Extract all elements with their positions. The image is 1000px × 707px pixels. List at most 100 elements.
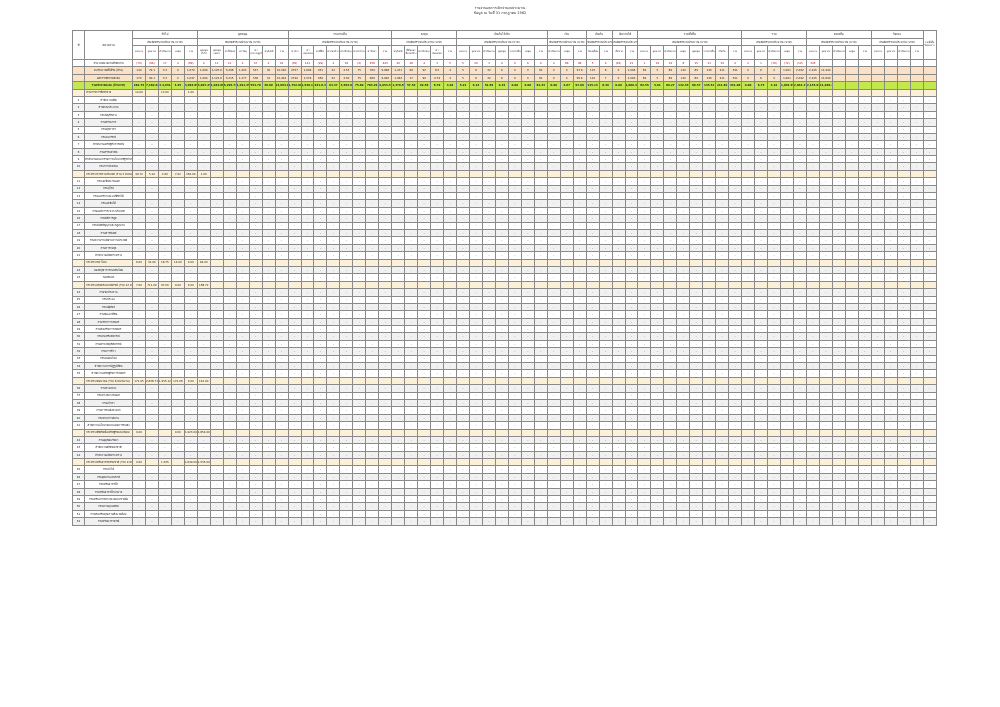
- row-value[interactable]: -: [300, 132, 315, 142]
- summary-value[interactable]: 0: [170, 66, 185, 75]
- row-value[interactable]: -: [754, 339, 769, 349]
- header-leaf-10-0[interactable]: งบกลาง: [805, 45, 820, 60]
- row-value[interactable]: -: [391, 295, 406, 304]
- row-value[interactable]: -: [235, 480, 250, 489]
- row-value[interactable]: -: [767, 295, 781, 304]
- row-value[interactable]: -: [572, 317, 587, 327]
- row-value[interactable]: -: [235, 236, 250, 245]
- row-value[interactable]: -: [339, 206, 354, 216]
- row-value[interactable]: -: [533, 95, 548, 105]
- row-value[interactable]: -: [261, 155, 276, 164]
- row-value[interactable]: -: [715, 125, 730, 134]
- row-value[interactable]: -: [844, 273, 859, 282]
- row-value[interactable]: -: [507, 110, 522, 120]
- table-row[interactable]: 35 สำนักงานเศรษฐกิจการเกษตร - - - - - - - - - - - - - -…: [72, 369, 937, 378]
- row-value[interactable]: -: [857, 199, 872, 208]
- row-value[interactable]: -: [637, 443, 652, 452]
- row-value[interactable]: -: [261, 413, 276, 423]
- row-value[interactable]: -: [650, 214, 665, 223]
- row-value[interactable]: -: [831, 199, 846, 208]
- row-value[interactable]: -: [676, 251, 691, 260]
- summary-value[interactable]: 5: [650, 73, 665, 83]
- row-value[interactable]: -: [222, 472, 237, 482]
- section-value[interactable]: [572, 376, 587, 386]
- row-value[interactable]: -: [520, 495, 535, 504]
- row-value[interactable]: -: [559, 147, 574, 157]
- row-value[interactable]: -: [520, 155, 535, 164]
- row-value[interactable]: -: [248, 228, 263, 238]
- row-value[interactable]: -: [144, 325, 159, 334]
- row-label[interactable]: กรมการกงสุล: [84, 243, 133, 253]
- row-value[interactable]: -: [792, 228, 807, 238]
- row-value[interactable]: -: [326, 391, 341, 400]
- row-value[interactable]: -: [443, 228, 458, 238]
- row-value[interactable]: -: [300, 206, 315, 216]
- row-value[interactable]: -: [754, 398, 769, 408]
- section-value[interactable]: [728, 258, 743, 267]
- row-value[interactable]: -: [883, 361, 898, 371]
- summary-index[interactable]: [72, 81, 85, 90]
- header-leaf-4-5[interactable]: ลงทุน: [520, 45, 535, 60]
- row-value[interactable]: -: [365, 310, 380, 319]
- section-value[interactable]: [546, 376, 561, 386]
- section-value[interactable]: [520, 428, 535, 437]
- row-value[interactable]: -: [209, 502, 224, 511]
- row-value[interactable]: -: [157, 413, 172, 423]
- row-value[interactable]: -: [430, 495, 445, 504]
- row-value[interactable]: -: [417, 443, 432, 452]
- row-value[interactable]: -: [274, 199, 289, 208]
- row-value[interactable]: -: [728, 413, 743, 423]
- row-value[interactable]: -: [404, 155, 419, 164]
- row-value[interactable]: -: [533, 221, 548, 231]
- row-value[interactable]: -: [663, 155, 678, 164]
- row-value[interactable]: -: [572, 236, 587, 245]
- summary-value[interactable]: 142: [676, 73, 691, 83]
- row-value[interactable]: -: [481, 443, 496, 452]
- row-value[interactable]: -: [300, 302, 315, 312]
- row-value[interactable]: -: [844, 325, 859, 334]
- row-value[interactable]: -: [844, 310, 859, 319]
- row-value[interactable]: -: [896, 199, 911, 208]
- row-value[interactable]: -: [909, 228, 924, 238]
- row-value[interactable]: -: [144, 118, 159, 127]
- summary-value[interactable]: 79.1: [144, 66, 159, 75]
- section-value[interactable]: 182.00: [183, 169, 198, 179]
- row-value[interactable]: -: [339, 421, 354, 430]
- row-value[interactable]: -: [196, 118, 211, 127]
- row-value[interactable]: -: [546, 95, 561, 105]
- row-value[interactable]: -: [507, 288, 522, 297]
- row-value[interactable]: -: [417, 228, 432, 238]
- summary-value[interactable]: 5: [585, 58, 600, 68]
- row-value[interactable]: -: [481, 288, 496, 297]
- row-value[interactable]: -: [222, 177, 237, 186]
- row-value[interactable]: -: [391, 472, 406, 482]
- row-value[interactable]: -: [663, 221, 678, 231]
- row-value[interactable]: -: [896, 265, 911, 275]
- row-value[interactable]: -: [132, 347, 146, 356]
- row-value[interactable]: -: [183, 391, 198, 400]
- row-value[interactable]: -: [533, 480, 548, 489]
- row-value[interactable]: -: [170, 398, 185, 408]
- row-value[interactable]: -: [715, 273, 730, 282]
- row-value[interactable]: -: [779, 421, 794, 430]
- row-index[interactable]: 8: [72, 147, 85, 157]
- section-value[interactable]: [144, 88, 159, 97]
- row-value[interactable]: -: [170, 110, 185, 120]
- row-value[interactable]: -: [728, 302, 743, 312]
- row-value[interactable]: -: [507, 391, 522, 400]
- row-value[interactable]: -: [741, 369, 756, 378]
- row-value[interactable]: -: [326, 118, 341, 127]
- row-value[interactable]: -: [870, 162, 885, 171]
- row-value[interactable]: -: [144, 273, 159, 282]
- row-value[interactable]: -: [676, 502, 691, 511]
- row-value[interactable]: -: [896, 398, 911, 408]
- row-value[interactable]: -: [469, 228, 483, 238]
- row-value[interactable]: -: [689, 339, 704, 349]
- row-value[interactable]: -: [391, 243, 406, 253]
- table-row[interactable]: 6 กรมธนารักษ์ - - - - - - - - - - - - - - - - - - - - - - - - - - - -…: [72, 132, 937, 142]
- table-row[interactable]: 13 กรมอเมริกาและแปซิฟิกใต้ - - - - - - - - - - - - - - -…: [72, 192, 937, 201]
- row-value[interactable]: -: [676, 236, 691, 245]
- row-value[interactable]: -: [585, 95, 600, 105]
- row-label[interactable]: กรมทรัพยากรน้ำบาดาล: [84, 487, 133, 497]
- row-value[interactable]: -: [624, 95, 639, 105]
